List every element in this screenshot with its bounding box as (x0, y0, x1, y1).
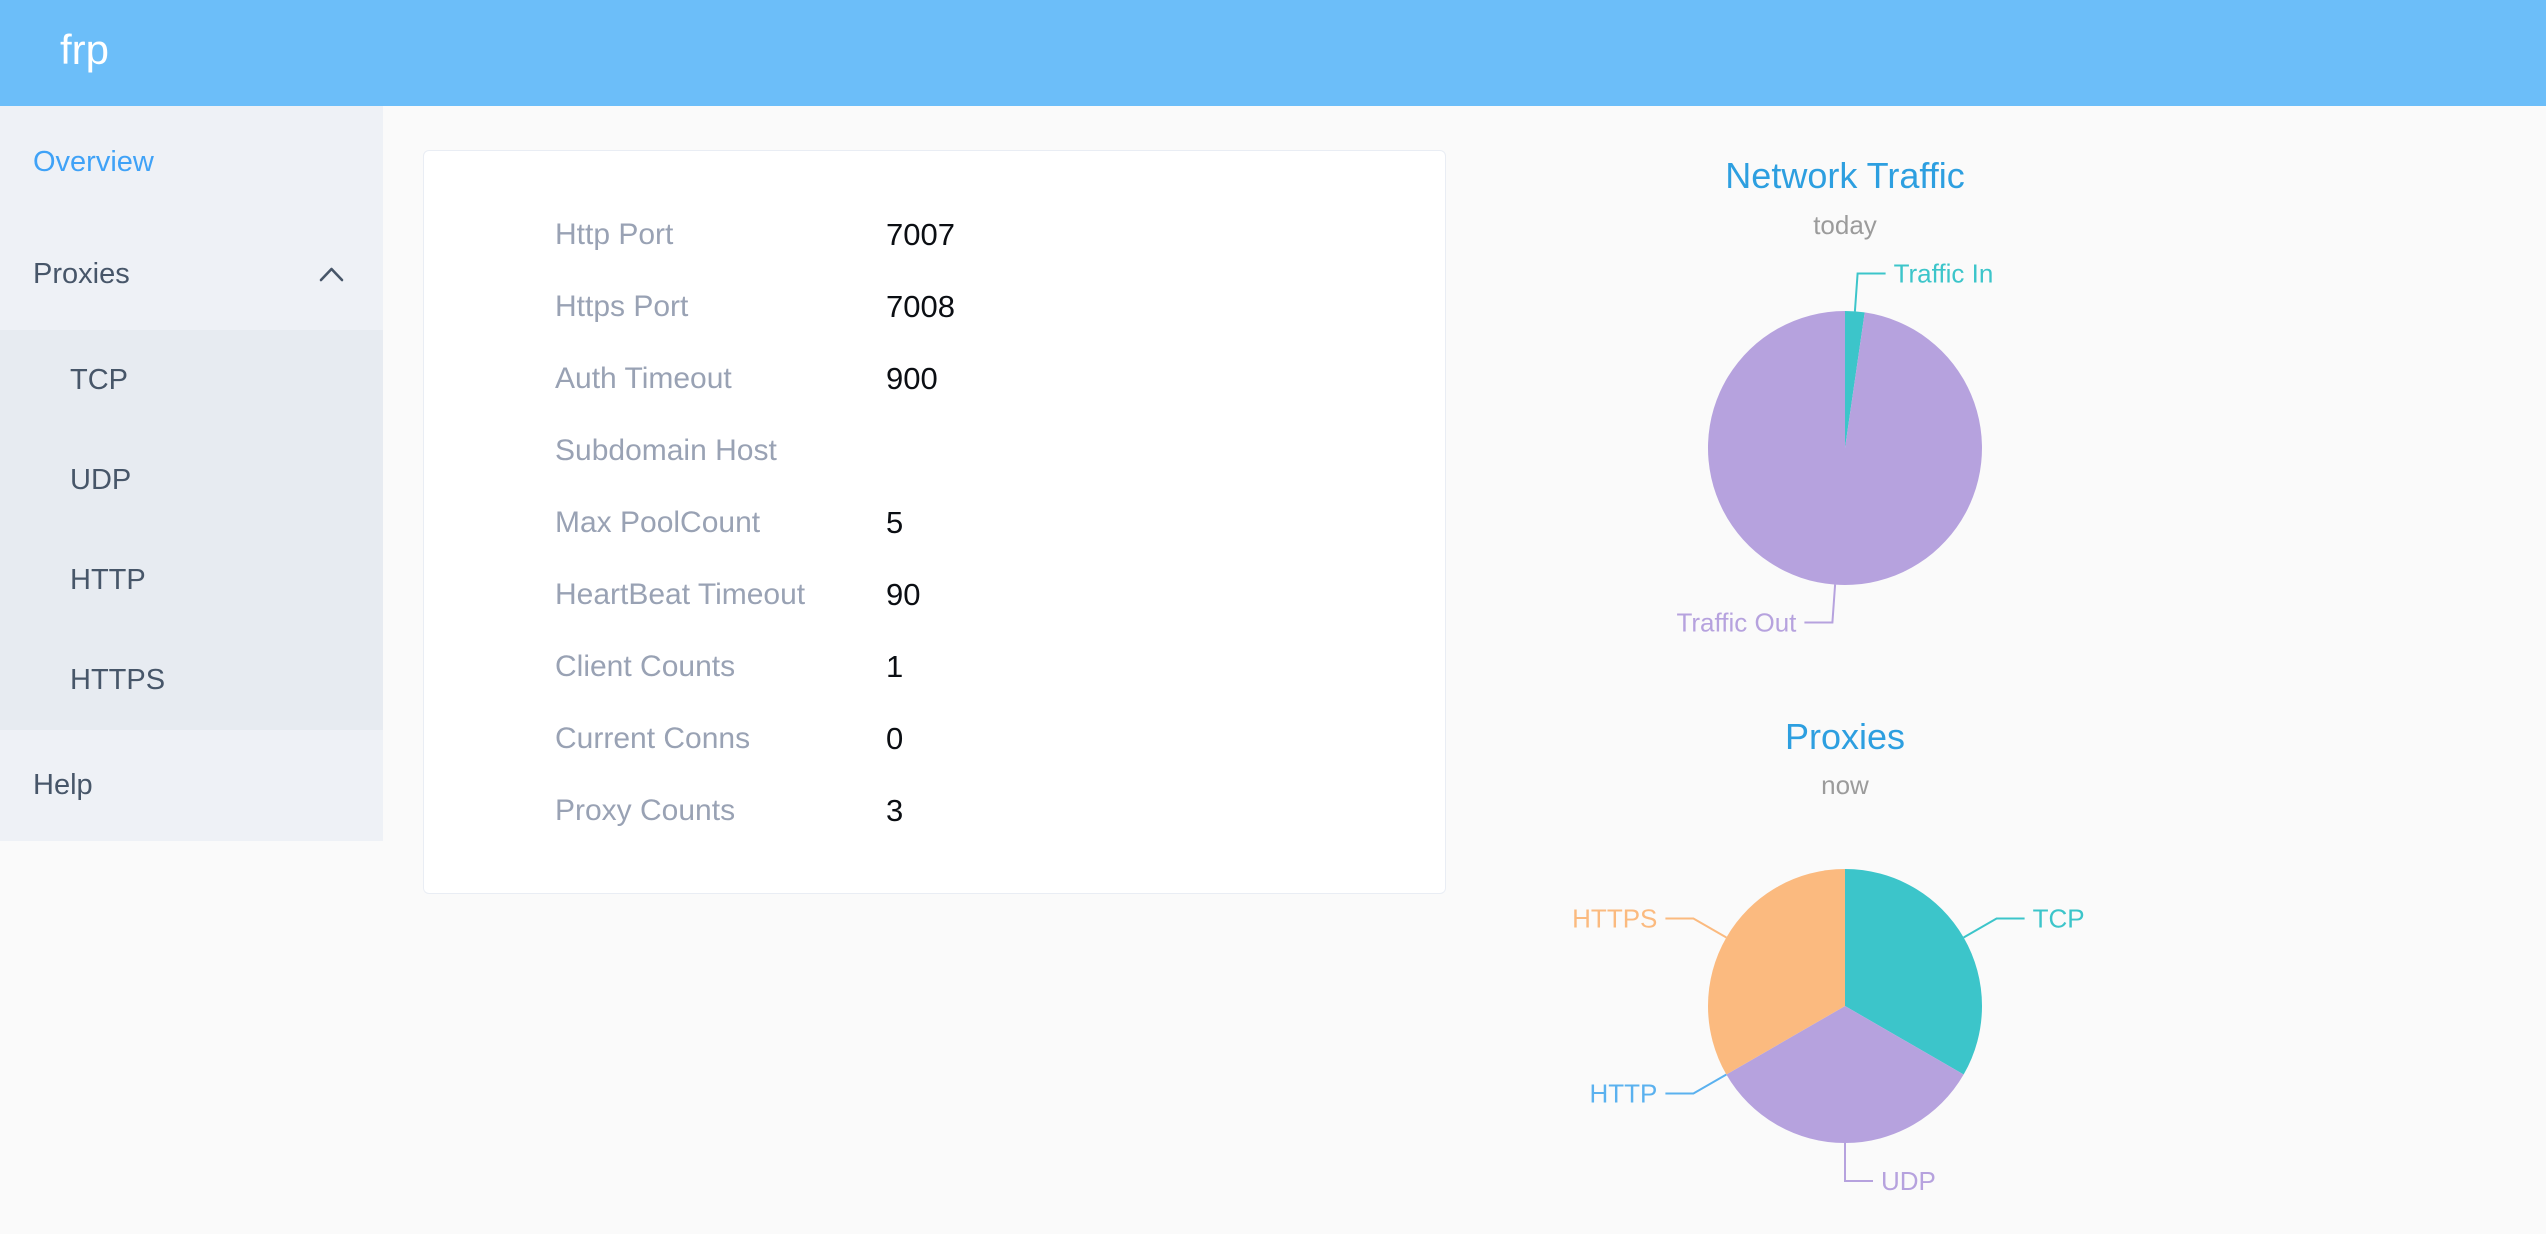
network-traffic-title: Network Traffic (1725, 155, 1965, 196)
network-traffic-subtitle: today (1813, 210, 1877, 240)
config-label: Https Port (555, 290, 689, 323)
sidebar-item-http-label: HTTP (70, 563, 146, 596)
sidebar-item-overview[interactable]: Overview (0, 106, 383, 218)
pie-label-https: HTTPS (1572, 904, 1657, 934)
overview-card: Http Port 7007 Https Port 7008 Auth Timeou… (423, 150, 1446, 894)
config-row: Client Counts 1 (424, 631, 1445, 703)
config-value: 5 (886, 505, 904, 540)
sidebar-item-help[interactable]: Help (0, 730, 383, 841)
config-label: Proxy Counts (555, 794, 736, 827)
proxies-pie: TCP UDP HTTP HTTPS (1540, 850, 2160, 1234)
pie-label-line-traffic-in (1853, 272, 1886, 312)
pie-slice-udp[interactable] (1726, 1006, 1964, 1144)
config-label: HeartBeat Timeout (555, 578, 806, 611)
sidebar-item-tcp-label: TCP (70, 363, 128, 396)
pie-label-line-http (1665, 1073, 1727, 1095)
chevron-up-icon[interactable] (318, 266, 345, 283)
pie-label-tcp: TCP (2033, 904, 2085, 934)
config-row: Auth Timeout 900 (424, 343, 1445, 415)
sidebar-item-udp[interactable]: UDP (0, 430, 383, 530)
pie-slice-tcp[interactable] (1845, 869, 1983, 1075)
config-row: Proxy Counts 3 (424, 775, 1445, 847)
pie-slice-traffic-out[interactable] (1707, 311, 1982, 585)
proxies-title: Proxies (1784, 716, 1906, 757)
pie-label-http: HTTP (1590, 1079, 1658, 1109)
sidebar-item-tcp[interactable]: TCP (0, 330, 383, 430)
config-value: 1 (886, 649, 904, 684)
pie-label-traffic-out: Traffic Out (1676, 608, 1797, 638)
header: frp (0, 0, 2546, 106)
frp-logo: frp (60, 26, 110, 73)
config-value: 0 (886, 721, 904, 756)
config-value: 90 (886, 577, 921, 612)
config-value: 3 (886, 793, 904, 828)
sidebar-submenu: TCP UDP HTTP HTTPS (0, 330, 383, 730)
config-label: Auth Timeout (555, 362, 732, 395)
pie-slice-traffic-in[interactable] (1845, 311, 1865, 448)
sidebar-item-http[interactable]: HTTP (0, 530, 383, 630)
pie-label-line-tcp (1963, 917, 2025, 939)
config-label: Max PoolCount (555, 506, 761, 539)
pie-label-udp: UDP (1881, 1166, 1936, 1196)
config-row: Https Port 7008 (424, 271, 1445, 343)
pie-label-line-udp (1844, 1143, 1873, 1182)
pie-label-traffic-in: Traffic In (1894, 259, 1994, 289)
config-label: Current Conns (555, 722, 751, 755)
config-row: Current Conns 0 (424, 703, 1445, 775)
config-row: Http Port 7007 (424, 199, 1445, 271)
sidebar: Overview Proxies TCP UDP HTTP HTTPS Help (0, 106, 383, 841)
config-value: 7008 (886, 289, 955, 324)
sidebar-item-udp-label: UDP (70, 463, 132, 496)
config-row: Subdomain Host (424, 415, 1445, 487)
config-label: Client Counts (555, 650, 736, 683)
sidebar-item-overview-label: Overview (33, 145, 154, 178)
sidebar-item-proxies[interactable]: Proxies (0, 218, 383, 330)
sidebar-item-https[interactable]: HTTPS (0, 630, 383, 730)
config-value: 7007 (886, 217, 955, 252)
network-traffic-pie: Traffic In Traffic Out (1560, 258, 2140, 658)
pie-label-line-https (1665, 917, 1727, 939)
pie-label-line-traffic-out (1804, 584, 1837, 624)
sidebar-item-help-label: Help (33, 769, 93, 801)
config-label: Subdomain Host (555, 434, 777, 467)
proxies-subtitle: now (1821, 770, 1869, 800)
config-row: HeartBeat Timeout 90 (424, 559, 1445, 631)
config-row: Max PoolCount 5 (424, 487, 1445, 559)
pie-slice-https[interactable] (1707, 869, 1845, 1075)
config-label: Http Port (555, 218, 674, 251)
config-value: 900 (886, 361, 938, 396)
sidebar-item-proxies-label: Proxies (33, 257, 130, 290)
sidebar-item-https-label: HTTPS (70, 663, 166, 696)
